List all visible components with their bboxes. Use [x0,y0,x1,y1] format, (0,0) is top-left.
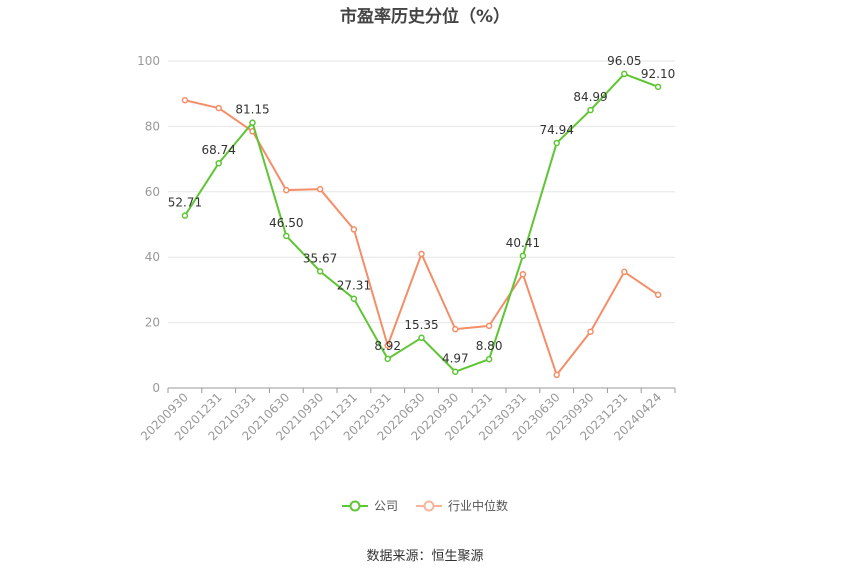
company-point [587,106,594,114]
company-point [418,334,425,342]
industry-median-point [519,270,527,278]
legend-item-company[interactable]: 公司 [341,497,398,514]
company-data-label: 81.15 [235,103,269,117]
legend-item-industry-median[interactable]: 行业中位数 [416,497,508,514]
industry-median-series-line [184,99,659,376]
y-tick-label: 0 [152,381,160,395]
grid-lines [168,60,675,324]
chart-title: 市盈率历史分位（%） [339,7,511,27]
y-tick-label: 100 [137,54,160,68]
industry-median-point [316,185,324,193]
series-layer [181,70,662,379]
company-data-label: 40.41 [506,236,540,250]
company-data-label: 8.92 [374,339,401,353]
industry-median-point [553,371,560,379]
legend-swatch-company-icon [341,500,368,511]
industry-median-point [485,322,493,330]
company-data-label: 15.35 [404,318,438,332]
industry-median-point [350,226,358,233]
legend-swatch-industry-icon [416,500,442,511]
company-data-label: 68.74 [202,143,236,157]
company-data-label: 4.97 [442,352,469,366]
company-data-label: 8.80 [476,339,503,353]
company-point [316,268,324,275]
company-point [215,159,222,167]
y-tick-label: 80 [145,119,160,133]
axes: 0204060801002020093020201231202103312021… [137,54,676,443]
data-source: 数据来源：恒生聚源 [366,549,484,564]
industry-median-point [452,325,459,333]
company-point [181,212,189,219]
industry-median-point [654,291,662,299]
company-data-label: 96.05 [607,54,641,68]
legend-label-company: 公司 [373,499,398,513]
company-data-label: 35.67 [303,251,337,265]
company-point [350,295,358,302]
company-point [452,368,459,375]
company-data-label: 52.71 [168,196,202,210]
industry-median-point [621,268,628,276]
legend-label-industry-median: 行业中位数 [448,499,509,513]
industry-median-point [215,104,222,112]
y-tick-label: 20 [145,316,160,330]
industry-median-point [283,186,290,194]
company-data-label: 27.31 [337,279,371,293]
legend: 公司 行业中位数 [0,497,850,514]
company-point [485,355,493,363]
industry-median-point [587,328,594,336]
company-point [519,252,527,260]
company-data-label: 74.94 [540,123,574,137]
industry-median-point [181,96,189,104]
company-data-label: 92.10 [641,67,675,81]
company-point [283,232,290,240]
industry-median-point [418,250,425,258]
company-point [654,83,662,91]
industry-median-point [384,342,391,349]
company-point [384,355,391,363]
company-point [249,119,256,126]
y-tick-label: 40 [145,250,160,264]
company-data-label: 84.99 [573,90,607,104]
company-point [621,70,628,78]
company-data-label: 46.50 [269,216,303,230]
y-tick-label: 60 [145,185,160,199]
company-point [553,139,560,147]
